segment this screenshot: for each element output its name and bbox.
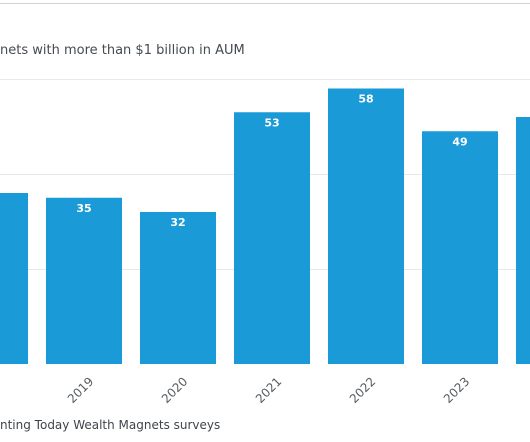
bar-2018 <box>0 193 28 364</box>
chart-source: nting Today Wealth Magnets surveys <box>0 418 221 432</box>
bar-2024 <box>516 117 530 364</box>
bar-value-label: 58 <box>358 93 373 106</box>
bar-value-label: 53 <box>264 116 279 129</box>
bar-2020 <box>140 212 216 364</box>
bar-value-label: 35 <box>76 202 91 215</box>
x-axis-tick-labels: 2019 2020 2021 2022 2023 <box>65 374 472 405</box>
bars <box>0 88 530 364</box>
bar-labels: 35 32 53 58 49 <box>76 93 467 230</box>
bar-2019 <box>46 197 122 364</box>
x-tick-label: 2019 <box>65 374 96 405</box>
bar-2022 <box>328 88 404 364</box>
top-rule <box>0 3 530 4</box>
bar-value-label: 32 <box>170 216 185 229</box>
bar-value-label: 49 <box>452 135 467 148</box>
bar-2021 <box>234 112 310 364</box>
x-tick-label: 2022 <box>347 374 378 405</box>
chart-subtitle: nets with more than $1 billion in AUM <box>0 43 245 58</box>
x-tick-label: 2023 <box>441 374 472 405</box>
x-tick-label: 2020 <box>159 374 190 405</box>
x-tick-label: 2021 <box>253 374 284 405</box>
bar-2023 <box>422 131 498 364</box>
